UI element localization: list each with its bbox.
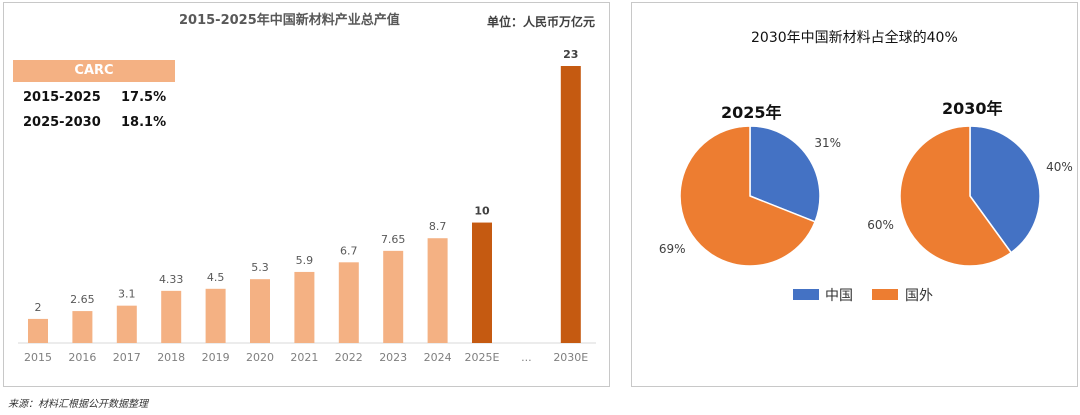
bar-chart-plot: 2 2015 2.65 2016 3.1 2017 4.33 2018 4.5 2019 5.3 20…	[18, 48, 596, 364]
data-label-2023: 7.65	[381, 233, 406, 246]
carc-period: 2015-2025	[23, 90, 101, 105]
bar-chart-title: 2015-2025年中国新材料产业总产值	[179, 13, 400, 28]
x-tick-2023: 2023	[379, 351, 407, 364]
source-note: 来源：材料汇根据公开数据整理	[8, 399, 148, 410]
pie-label-国外: 60%	[867, 218, 894, 232]
legend-swatch-foreign	[872, 289, 898, 300]
carc-header: CARC	[13, 60, 175, 82]
bar-2018	[161, 290, 182, 343]
bar-2019	[205, 288, 226, 343]
x-tick-2018: 2018	[157, 351, 185, 364]
data-label-2016: 2.65	[70, 293, 95, 306]
x-tick-2021: 2021	[290, 351, 318, 364]
x-tick-2030E: 2030E	[553, 351, 588, 364]
data-label-2022: 6.7	[340, 244, 358, 257]
bar-2015	[28, 318, 48, 343]
x-tick-2016: 2016	[68, 351, 96, 364]
x-tick-2015: 2015	[24, 351, 52, 364]
data-label-2015: 2	[35, 301, 42, 314]
pie-chart-panel: 2030年中国新材料占全球的40% 2025年 2030年 31% 69% 40% 6…	[631, 2, 1078, 387]
legend-label-china: 中国	[825, 288, 853, 304]
x-tick-2024: 2024	[424, 351, 452, 364]
pie-2030-title: 2030年	[942, 99, 1003, 118]
bar-2022	[338, 262, 359, 343]
data-label-2025E: 10	[474, 205, 490, 218]
legend-label-foreign: 国外	[905, 288, 933, 304]
bar-2020	[250, 279, 270, 343]
data-label-2020: 5.3	[251, 261, 269, 274]
data-label-2024: 8.7	[429, 220, 447, 233]
data-label-2019: 4.5	[207, 271, 225, 284]
carc-rate: 17.5%	[121, 90, 167, 105]
bar-chart-panel: 2015-2025年中国新材料产业总产值 单位：人民币万亿元 CARC 2015…	[3, 2, 610, 387]
x-tick-2019: 2019	[202, 351, 230, 364]
data-label-2021: 5.9	[296, 254, 314, 267]
pie-label-中国: 31%	[814, 136, 841, 150]
pie-slice-国外	[899, 125, 1013, 267]
bar-2016	[72, 311, 93, 343]
bar-2025E	[472, 222, 492, 343]
pie-slice-中国	[749, 125, 821, 223]
pie-panel-title: 2030年中国新材料占全球的40%	[751, 30, 958, 46]
data-label-2030E: 23	[563, 48, 578, 61]
pie-label-中国: 40%	[1046, 160, 1073, 174]
x-tick-2020: 2020	[246, 351, 274, 364]
pie-2025-title: 2025年	[721, 103, 782, 122]
x-tick-...: ...	[521, 351, 532, 364]
bar-2021	[294, 271, 315, 343]
data-label-2017: 3.1	[118, 288, 136, 301]
pie-slice-中国	[969, 125, 1041, 254]
bar-2023	[383, 250, 404, 343]
unit-label: 单位：人民币万亿元	[487, 15, 596, 29]
bar-2017	[116, 305, 137, 343]
bar-2030E	[560, 66, 581, 343]
pie-label-国外: 69%	[659, 242, 686, 256]
x-tick-2022: 2022	[335, 351, 363, 364]
pie-charts: 31% 69% 40% 60%	[659, 125, 1073, 267]
carc-period: 2025-2030	[23, 115, 101, 130]
carc-rate: 18.1%	[121, 115, 167, 130]
x-tick-2025E: 2025E	[465, 351, 500, 364]
legend-swatch-china	[793, 289, 819, 300]
data-label-2018: 4.33	[159, 273, 184, 286]
x-tick-2017: 2017	[113, 351, 141, 364]
bar-2024	[427, 238, 448, 343]
pie-slice-国外	[679, 125, 817, 267]
